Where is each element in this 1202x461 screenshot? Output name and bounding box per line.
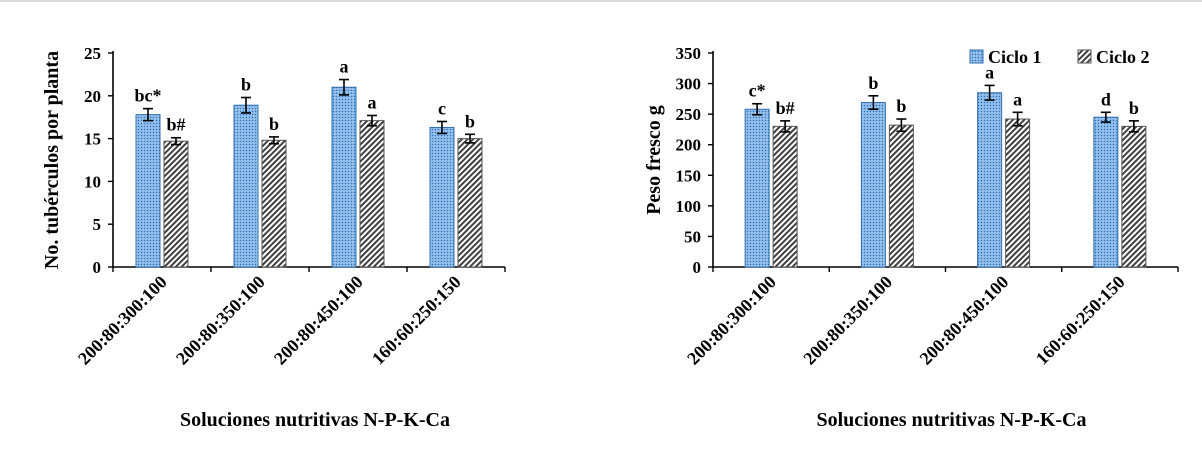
legend-swatch-ciclo2: [1077, 49, 1092, 64]
y-tick-label: 5: [93, 215, 102, 234]
legend-swatch-ciclo1: [969, 49, 984, 64]
x-tick-label: 160:60:250:150: [368, 272, 465, 369]
x-tick-label: 200:80:350:100: [172, 272, 269, 369]
y-axis-label: Peso fresco g: [643, 105, 665, 215]
bar-ciclo2: [457, 138, 483, 268]
significance-label: a: [368, 92, 377, 112]
bar-ciclo1: [744, 108, 770, 268]
bar-ciclo1: [1093, 116, 1119, 268]
significance-label: a: [985, 62, 994, 82]
x-tick-label: 200:80:450:100: [270, 272, 367, 369]
significance-label: b: [241, 75, 251, 95]
y-tick-label: 100: [676, 197, 702, 216]
bar-ciclo2: [1005, 118, 1031, 268]
y-tick-label: 10: [84, 172, 101, 191]
chart-1: 0510152025bc*b#200:80:300:100bb200:80:35…: [41, 44, 506, 431]
bar-ciclo1: [429, 126, 455, 268]
x-axis-label: Soluciones nutritivas N-P-K-Ca: [180, 409, 450, 431]
top-border: [0, 0, 1202, 2]
x-tick-label: 200:80:450:100: [916, 272, 1013, 369]
y-tick-label: 350: [676, 44, 702, 63]
x-axis-label: Soluciones nutritivas N-P-K-Ca: [817, 409, 1087, 431]
bar-ciclo2: [163, 140, 189, 268]
bar-ciclo1: [860, 102, 886, 268]
significance-label: c: [438, 98, 446, 118]
legend: Ciclo 1 Ciclo 2: [969, 47, 1150, 67]
bar-ciclo1: [331, 86, 357, 268]
y-tick-label: 300: [676, 75, 702, 94]
legend-label-ciclo1: Ciclo 1: [988, 47, 1042, 67]
y-tick-label: 150: [676, 166, 702, 185]
y-tick-label: 20: [84, 87, 101, 106]
significance-label: b#: [166, 115, 185, 135]
y-tick-label: 0: [693, 258, 702, 277]
significance-label: b#: [776, 98, 795, 118]
y-tick-label: 0: [93, 258, 102, 277]
legend-label-ciclo2: Ciclo 2: [1096, 47, 1150, 67]
significance-label: b: [1129, 98, 1139, 118]
bar-ciclo2: [772, 125, 798, 268]
y-tick-label: 15: [84, 130, 101, 149]
y-tick-label: 250: [676, 105, 702, 124]
bar-ciclo2: [1121, 125, 1147, 268]
bar-ciclo1: [977, 92, 1003, 268]
bar-ciclo2: [261, 139, 287, 268]
significance-label: d: [1101, 89, 1111, 109]
y-tick-label: 50: [684, 227, 701, 246]
x-tick-label: 200:80:300:100: [683, 272, 780, 369]
x-tick-label: 160:60:250:150: [1032, 272, 1129, 369]
x-tick-label: 200:80:350:100: [799, 272, 896, 369]
significance-label: b: [896, 96, 906, 116]
significance-label: c*: [749, 81, 766, 101]
chart-2: 0 50 100 150 200 250 300 350 c* b# 200:80:300:100 b…: [643, 44, 1179, 431]
significance-label: b: [465, 111, 475, 131]
bar-ciclo2: [359, 120, 385, 268]
significance-label: b: [269, 114, 279, 134]
bar-ciclo1: [233, 104, 259, 268]
bar-ciclo2: [888, 124, 914, 268]
x-tick-label: 200:80:300:100: [74, 272, 171, 369]
significance-label: bc*: [135, 86, 162, 106]
y-axis-label: No. tubérculos por planta: [41, 51, 63, 269]
significance-label: a: [340, 57, 349, 77]
bar-ciclo1: [135, 114, 161, 268]
y-tick-label: 200: [676, 136, 702, 155]
significance-label: b: [868, 73, 878, 93]
y-tick-label: 25: [84, 44, 101, 63]
significance-label: a: [1013, 89, 1022, 109]
